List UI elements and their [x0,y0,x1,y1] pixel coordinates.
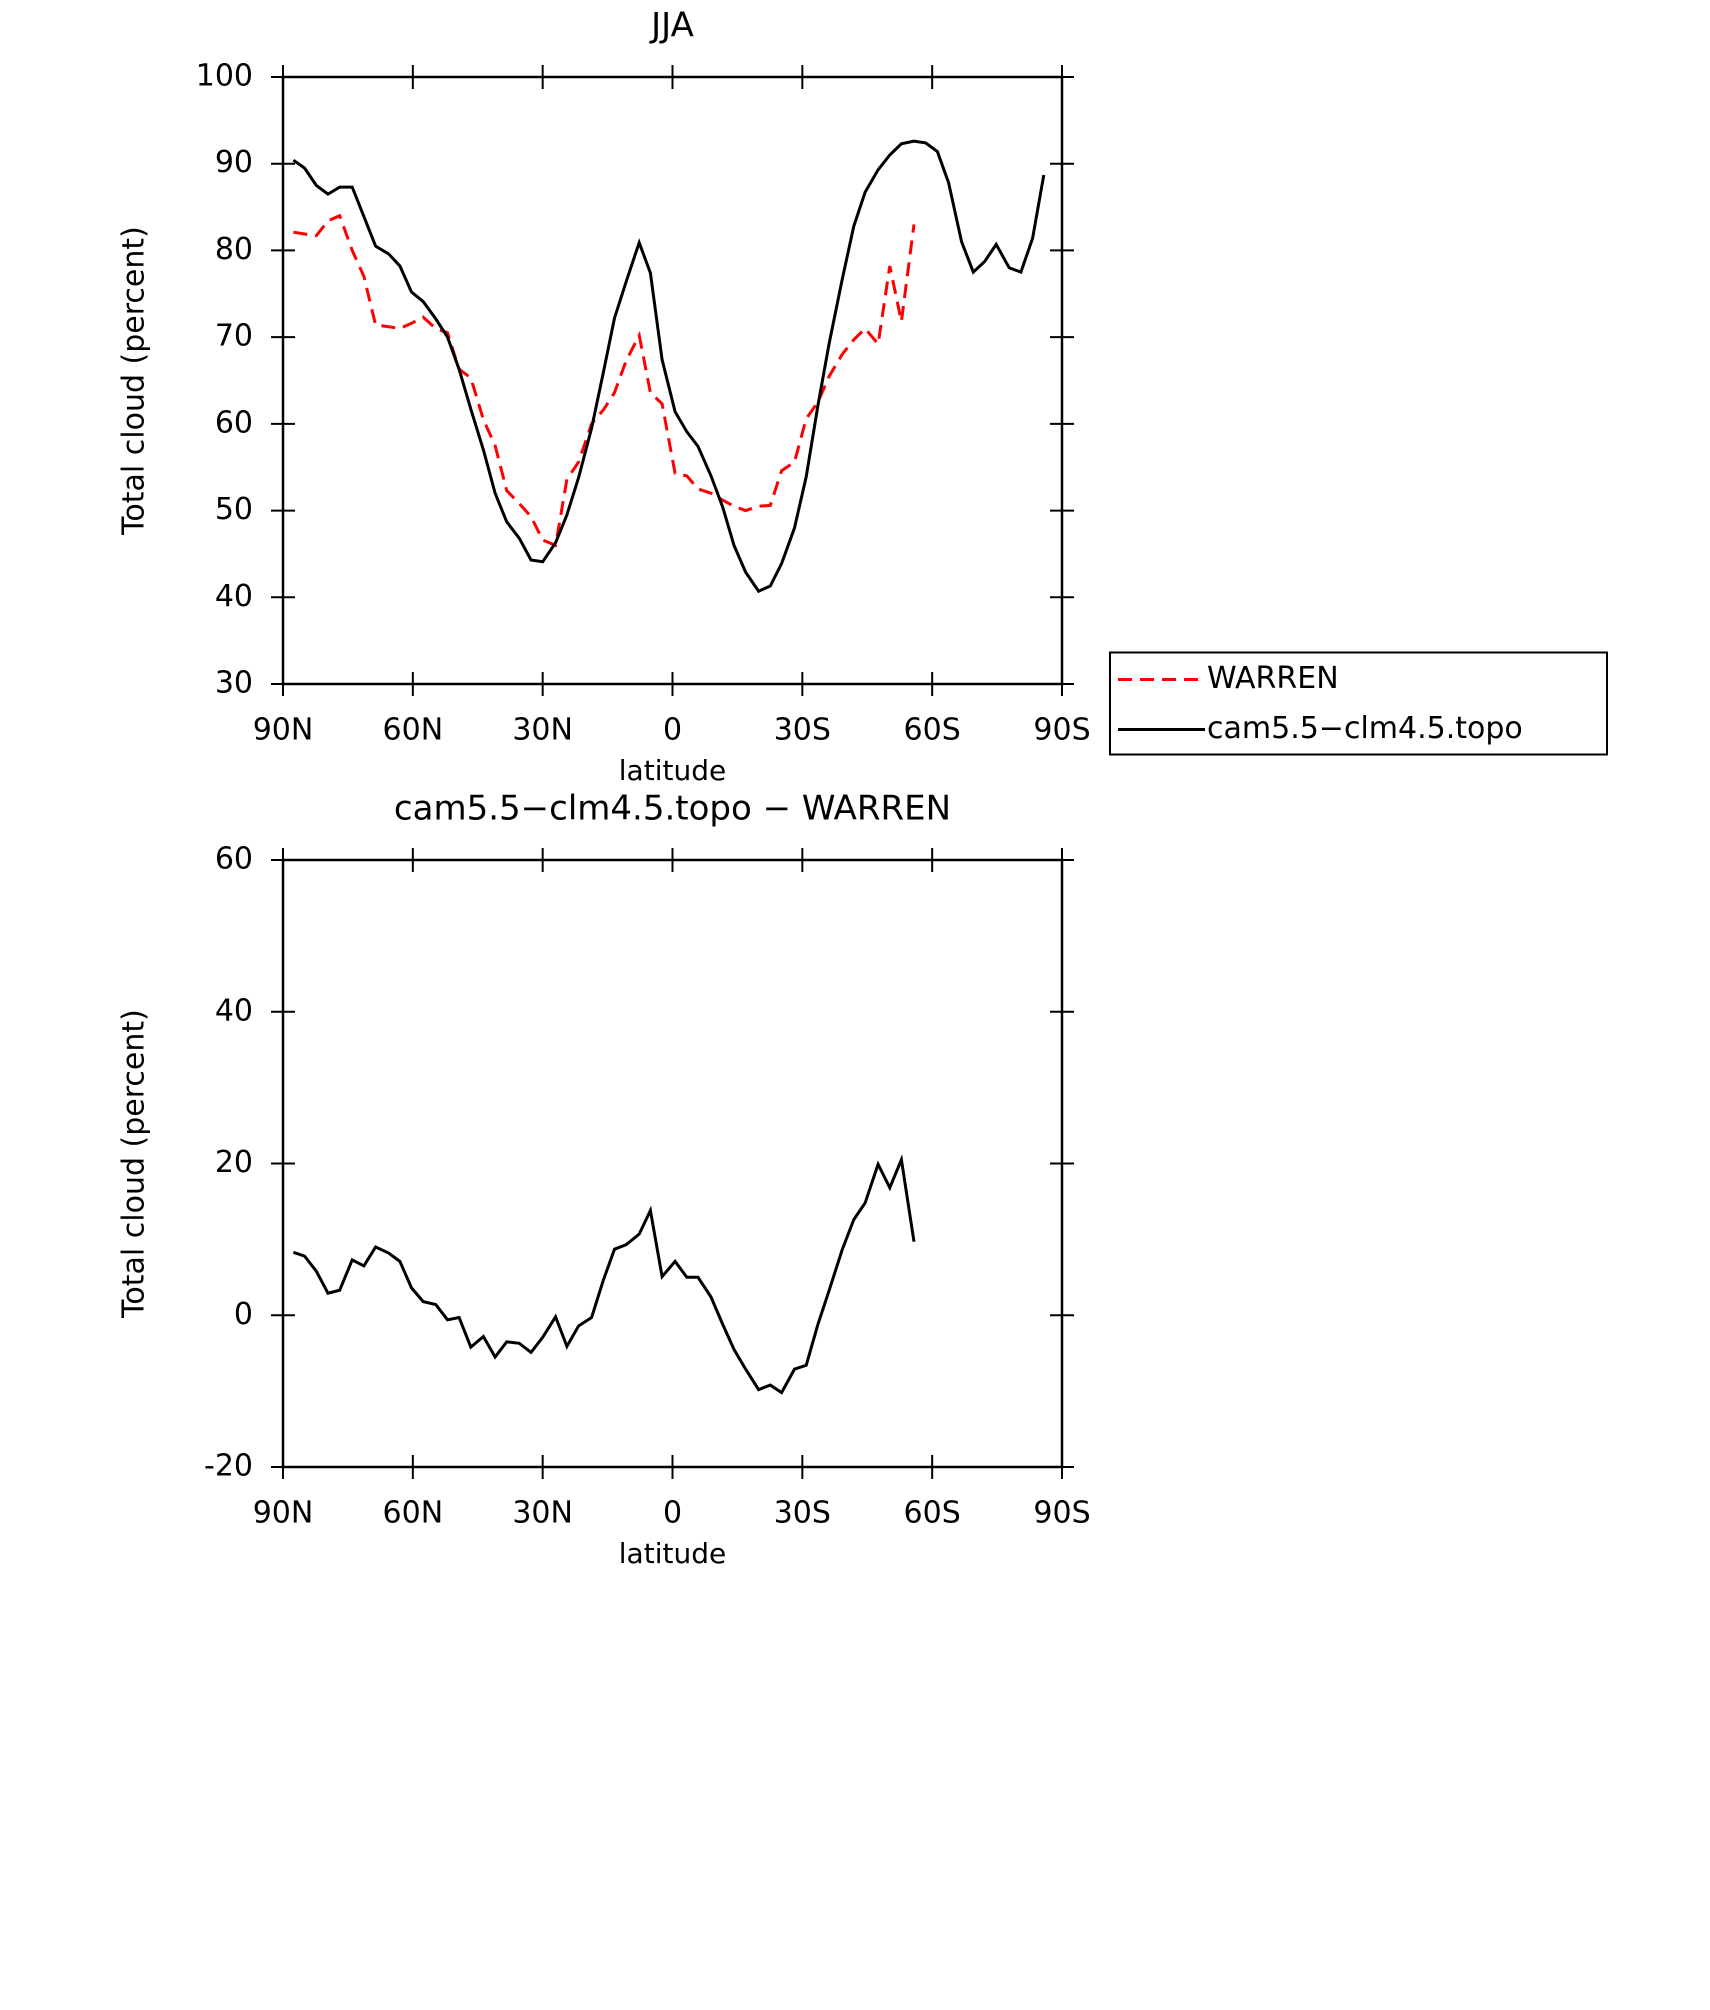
x-tick-label: 30S [774,1496,831,1531]
y-tick-label: 40 [215,993,253,1028]
x-tick-label: 90S [1033,713,1090,748]
legend-label: WARREN [1207,661,1339,696]
x-tick-label: 90S [1033,1496,1090,1531]
data-line [292,139,1046,594]
data-line [292,1154,916,1395]
chart-title: cam5.5−clm4.5.topo − WARREN [394,789,951,829]
y-tick-label: 30 [215,666,253,701]
x-tick-label: 60N [383,713,444,748]
x-tick-label: 90N [253,1496,314,1531]
x-tick-label: 60N [383,1496,444,1531]
x-axis-label: latitude [619,754,726,787]
y-tick-label: 100 [196,59,253,94]
y-axis-label: Total cloud (percent) [117,226,152,536]
plot-frame [281,858,1064,1469]
x-tick-label: 60S [904,1496,961,1531]
x-tick-label: 60S [904,713,961,748]
x-tick-label: 30N [512,1496,573,1531]
x-tick-label: 30N [512,713,573,748]
y-tick-label: 20 [215,1145,253,1180]
y-tick-label: 60 [215,405,253,440]
chart-title: JJA [649,6,694,46]
x-tick-label: 0 [663,1496,682,1531]
x-axis-label: latitude [619,1537,726,1570]
y-axis-label: Total cloud (percent) [117,1009,152,1319]
legend-box [1109,651,1608,756]
y-tick-label: 50 [215,492,253,527]
y-tick-label: -20 [204,1449,253,1484]
y-tick-label: 70 [215,319,253,354]
data-line [293,213,916,548]
legend-label: cam5.5−clm4.5.topo [1207,711,1523,746]
y-tick-label: 0 [234,1297,253,1332]
y-tick-label: 60 [215,842,253,877]
y-tick-label: 90 [215,145,253,180]
plot-frame [281,75,1064,686]
x-tick-label: 30S [774,713,831,748]
x-tick-label: 90N [253,713,314,748]
x-tick-label: 0 [663,713,682,748]
y-tick-label: 40 [215,579,253,614]
y-tick-label: 80 [215,232,253,267]
